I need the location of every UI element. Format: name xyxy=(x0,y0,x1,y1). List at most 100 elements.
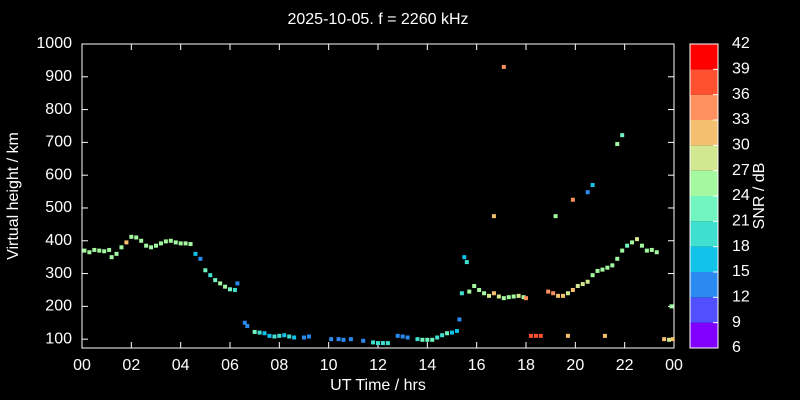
data-point xyxy=(570,287,575,292)
colorbar-tick-label: 42 xyxy=(732,35,750,52)
data-point xyxy=(477,287,482,292)
data-point xyxy=(119,245,124,250)
data-point xyxy=(459,291,464,296)
data-point xyxy=(178,241,183,246)
data-point xyxy=(173,240,178,245)
colorbar-tick-label: 12 xyxy=(732,289,750,306)
data-point xyxy=(361,338,366,343)
data-point xyxy=(501,64,506,69)
data-point xyxy=(600,267,605,272)
colorbar-swatch xyxy=(690,94,718,120)
data-point xyxy=(124,240,129,245)
data-point xyxy=(610,263,615,268)
data-point xyxy=(669,304,674,309)
data-point xyxy=(188,242,193,247)
x-tick-label: 14 xyxy=(418,357,436,374)
data-point xyxy=(440,333,445,338)
data-point xyxy=(183,241,188,246)
data-point xyxy=(282,333,287,338)
data-point xyxy=(245,324,250,329)
data-point xyxy=(139,238,144,243)
data-point xyxy=(272,334,277,339)
data-point xyxy=(400,334,405,339)
y-axis-label: Virtual height / km xyxy=(5,132,22,260)
x-tick-label: 10 xyxy=(320,357,338,374)
x-tick-label: 12 xyxy=(369,357,387,374)
data-point xyxy=(97,248,102,253)
data-point xyxy=(430,337,435,342)
colorbar-swatch xyxy=(690,145,718,171)
data-point xyxy=(538,333,543,338)
data-point xyxy=(420,337,425,342)
data-point xyxy=(457,317,462,322)
colorbar-tick-label: 21 xyxy=(732,213,750,230)
y-tick-label: 300 xyxy=(45,265,72,282)
colorbar-tick-label: 27 xyxy=(732,162,750,179)
x-tick-label: 22 xyxy=(616,357,634,374)
y-tick-label: 100 xyxy=(45,330,72,347)
data-point xyxy=(292,335,297,340)
data-point xyxy=(158,241,163,246)
colorbar-swatch xyxy=(690,120,718,146)
colorbar-swatch xyxy=(690,297,718,323)
data-point xyxy=(585,279,590,284)
data-point xyxy=(524,296,528,301)
data-point xyxy=(267,333,272,338)
colorbar-swatch xyxy=(690,196,718,222)
x-axis-label: UT Time / hrs xyxy=(330,377,426,394)
y-tick-label: 600 xyxy=(45,166,72,183)
y-tick-label: 800 xyxy=(45,101,72,118)
colorbar-swatch xyxy=(690,322,718,348)
data-point xyxy=(565,291,570,296)
x-tick-label: 06 xyxy=(221,357,239,374)
data-point xyxy=(415,337,420,342)
data-point xyxy=(482,291,487,296)
data-point xyxy=(620,248,625,253)
data-point xyxy=(380,341,385,346)
data-point xyxy=(223,284,228,289)
x-tick-label: 00 xyxy=(73,357,91,374)
data-point xyxy=(649,247,654,252)
data-point xyxy=(218,281,223,286)
data-point xyxy=(521,295,526,300)
data-point xyxy=(306,334,311,339)
data-point xyxy=(385,341,390,346)
data-point xyxy=(450,330,454,335)
data-point xyxy=(114,251,119,256)
data-point xyxy=(348,337,353,342)
data-point xyxy=(232,287,237,292)
data-point xyxy=(491,291,496,296)
data-point xyxy=(129,234,134,239)
data-point xyxy=(546,289,551,294)
data-point xyxy=(528,333,533,338)
data-point xyxy=(553,214,558,219)
data-point xyxy=(533,333,538,338)
data-point xyxy=(496,294,501,299)
data-point xyxy=(620,133,625,138)
data-point xyxy=(302,335,306,340)
data-point xyxy=(454,328,459,333)
data-point xyxy=(262,331,267,336)
data-point xyxy=(511,294,516,299)
x-tick-label: 04 xyxy=(172,357,190,374)
data-point xyxy=(213,278,218,283)
data-point xyxy=(371,340,376,345)
data-point xyxy=(329,337,334,342)
data-point xyxy=(662,337,667,342)
data-point xyxy=(277,333,282,338)
data-point xyxy=(257,330,262,335)
data-point xyxy=(595,268,600,273)
data-point xyxy=(203,268,208,273)
data-point xyxy=(154,243,158,248)
data-point xyxy=(445,331,450,336)
y-tick-label: 700 xyxy=(45,134,72,151)
data-point xyxy=(501,296,506,301)
data-point xyxy=(585,190,590,195)
data-point xyxy=(472,284,477,289)
x-tick-label: 02 xyxy=(122,357,140,374)
data-point xyxy=(462,255,467,260)
data-point xyxy=(464,260,469,265)
colorbar-tick-label: 18 xyxy=(732,238,750,255)
